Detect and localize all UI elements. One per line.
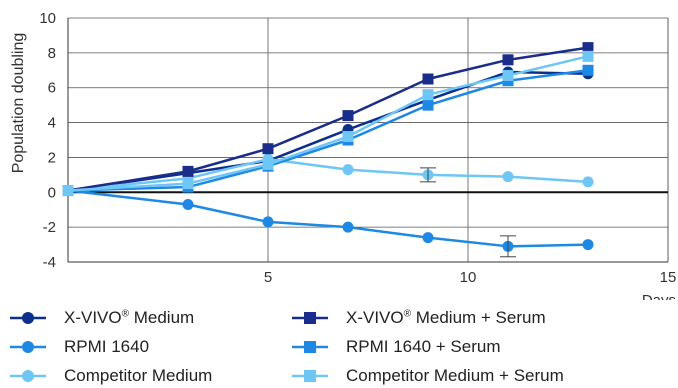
legend-swatch-competitor-medium <box>10 370 46 382</box>
legend-item-competitor-medium: Competitor Medium <box>10 364 212 388</box>
axes: -4 -2 0 2 4 6 8 10 5 10 15 <box>39 10 676 286</box>
data-point <box>582 50 594 62</box>
series-2 <box>62 153 594 197</box>
series-5 <box>62 50 594 197</box>
legend-label: Competitor Medium + Serum <box>346 366 564 385</box>
legend-label: X-VIVO® Medium + Serum <box>346 308 546 327</box>
legend-item-rpmi-1640-serum: RPMI 1640 + Serum <box>292 335 501 359</box>
grid-lines <box>68 17 669 263</box>
x-tick-label: 10 <box>460 269 477 286</box>
data-point <box>182 165 194 177</box>
legend-item-x-vivo-medium: X-VIVO® Medium <box>10 306 194 330</box>
data-point <box>262 216 274 228</box>
data-point <box>502 54 514 66</box>
legend-swatch-competitor-medium-serum <box>292 370 328 382</box>
series-1 <box>62 185 594 258</box>
y-axis-label: Population doubling <box>10 33 27 174</box>
legend-label: X-VIVO® Medium <box>64 308 195 327</box>
legend-item-x-vivo-medium-serum: X-VIVO® Medium + Serum <box>292 306 546 330</box>
data-point <box>342 221 354 233</box>
x-axis-label: Days <box>642 292 676 300</box>
data-point <box>262 143 274 155</box>
y-tick-label: 2 <box>48 149 56 166</box>
data-point <box>582 42 594 54</box>
data-point <box>582 239 594 251</box>
data-point <box>342 110 354 122</box>
legend-swatch-x-vivo-medium <box>10 312 46 324</box>
legend: X-VIVO® Medium RPMI 1640 Competitor Medi… <box>0 300 678 386</box>
data-point <box>422 89 434 101</box>
y-tick-label: -4 <box>43 254 56 271</box>
data-point <box>342 164 354 176</box>
data-point <box>342 131 354 143</box>
data-point <box>502 171 514 183</box>
legend-swatch-rpmi-1640-serum <box>292 341 328 353</box>
data-point <box>502 70 514 82</box>
legend-item-competitor-medium-serum: Competitor Medium + Serum <box>292 364 564 388</box>
legend-label: RPMI 1640 + Serum <box>346 337 501 356</box>
data-point <box>262 158 274 170</box>
y-tick-label: -2 <box>43 219 56 236</box>
data-point <box>422 73 434 85</box>
x-tick-label: 5 <box>264 269 272 286</box>
y-tick-label: 10 <box>39 10 56 27</box>
data-point <box>62 185 74 197</box>
legend-item-rpmi-1640: RPMI 1640 <box>10 335 149 359</box>
y-tick-label: 0 <box>48 184 56 201</box>
data-point <box>182 178 194 190</box>
series-3 <box>62 42 594 197</box>
data-point <box>582 176 594 188</box>
series-layer <box>62 42 594 258</box>
x-tick-label: 15 <box>660 269 677 286</box>
data-point <box>422 99 434 111</box>
y-tick-label: 8 <box>48 45 56 62</box>
y-tick-label: 6 <box>48 80 56 97</box>
legend-label: Competitor Medium <box>64 366 213 385</box>
legend-swatch-rpmi-1640 <box>10 341 46 353</box>
y-tick-label: 4 <box>48 115 56 132</box>
data-point <box>422 232 434 244</box>
data-point <box>582 64 594 76</box>
data-point <box>182 198 194 210</box>
legend-label: RPMI 1640 <box>64 337 150 356</box>
series-line <box>67 189 589 248</box>
legend-swatch-x-vivo-medium-serum <box>292 312 328 324</box>
population-doubling-chart: -4 -2 0 2 4 6 8 10 5 10 15 Population doubling Day… <box>10 10 676 300</box>
